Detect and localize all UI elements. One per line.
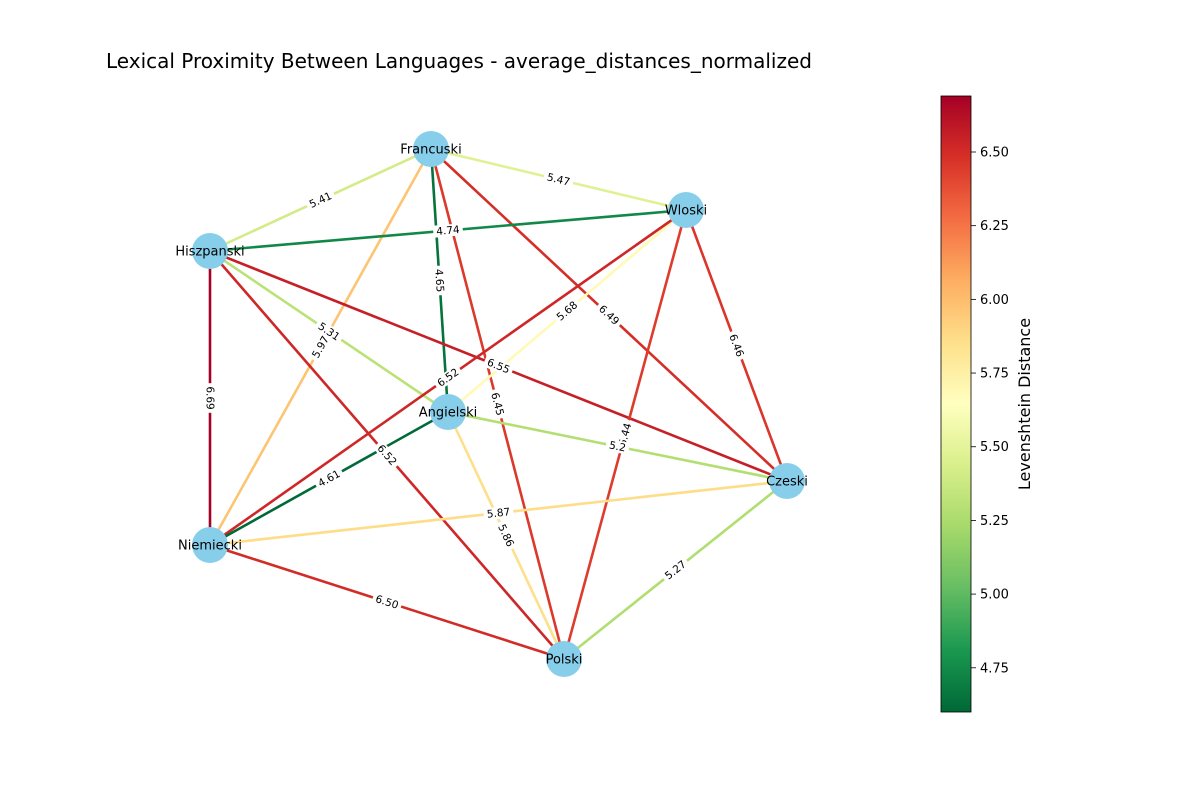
edge-label-background — [660, 556, 691, 584]
colorbar-tick-label: 6.25 — [980, 219, 1009, 234]
edge-label-background — [604, 438, 631, 455]
edge-label-background — [542, 170, 575, 189]
nodes-layer: Francuski Wloski Hiszpanski Angielski Czeski… — [175, 131, 808, 677]
edge-label-group: 5.47 — [542, 170, 575, 189]
colorbar-tick-label: 5.50 — [980, 440, 1009, 455]
node-hiszpanski — [192, 233, 228, 269]
edge-label-background — [594, 300, 624, 330]
node-label-niemiecki: Niemiecki — [178, 539, 242, 554]
edge-label-background — [725, 329, 748, 362]
edge-label-background — [482, 354, 515, 378]
edge-label-background — [551, 296, 583, 326]
node-angielski — [430, 394, 466, 430]
colorbar-gradient — [940, 95, 972, 713]
node-label-francuski: Francuski — [400, 143, 461, 158]
edge-label: 6.45 — [488, 391, 506, 417]
edge-label-background — [487, 388, 508, 420]
colorbar-tick-label: 5.00 — [980, 588, 1009, 603]
colorbar-ticks: 4.75 5.00 5.25 5.50 5.75 6.00 6.25 6.50 — [971, 146, 1009, 676]
edge-label-background — [313, 318, 345, 345]
node-czeski — [769, 463, 805, 499]
edge-label-background — [432, 265, 447, 296]
edge-label-background — [494, 519, 518, 552]
edge-label-background — [432, 364, 464, 391]
edge-label-group: 6.52 — [372, 439, 402, 471]
node-francuski — [413, 131, 449, 167]
edge-label-group: 4.74 — [432, 223, 464, 238]
edge-label-background — [204, 383, 216, 413]
edge-label: 6.46 — [726, 333, 746, 359]
node-label-czeski: Czeski — [766, 475, 808, 490]
edge-label: 5.87 — [486, 506, 511, 521]
edge-label: 6.69 — [204, 386, 216, 409]
edge-label-background — [371, 591, 403, 613]
colorbar-tick-label: 5.75 — [980, 367, 1009, 382]
edge-label-group: 6.69 — [204, 383, 216, 413]
edge-label-group: 6.49 — [594, 300, 624, 330]
edge-label-group: 5.27 — [660, 556, 691, 584]
node-label-hiszpanski: Hiszpanski — [175, 245, 244, 260]
node-label-wloski: Wloski — [665, 204, 707, 219]
edge-labels-layer: 5.415.474.655.976.456.494.745.316.696.55… — [204, 170, 748, 613]
edge-label-background — [372, 439, 402, 471]
colorbar-tick-label: 6.50 — [980, 146, 1009, 161]
node-polski — [546, 641, 582, 677]
edge-label: 5.47 — [546, 171, 572, 188]
edge-label-group: 4.65 — [432, 265, 447, 296]
edge-label: 4.65 — [432, 268, 445, 292]
edge-label-background — [483, 505, 514, 521]
edge-label: 5.41 — [308, 190, 334, 211]
node-label-angielski: Angielski — [419, 406, 478, 421]
edge-label-group: 6.50 — [371, 591, 403, 613]
node-niemiecki — [192, 527, 228, 563]
edge-label-group: 5.2 — [604, 438, 631, 455]
edge-label-background — [304, 188, 337, 212]
colorbar-tick-label: 5.25 — [980, 514, 1009, 529]
colorbar-label: Levenshtein Distance — [1015, 318, 1034, 490]
colorbar-tick-label: 4.75 — [980, 661, 1009, 676]
edge-label: 5.2 — [608, 439, 627, 454]
edge-label-background — [432, 223, 464, 238]
edge-label-group: 5.41 — [304, 188, 337, 212]
chart-title: Lexical Proximity Between Languages - av… — [106, 49, 812, 73]
colorbar-tick-label: 6.00 — [980, 293, 1009, 308]
edge-label-background — [313, 466, 345, 491]
edge-label-background — [308, 331, 333, 363]
edge-label-group: 6.52 — [432, 364, 464, 391]
node-label-polski: Polski — [546, 653, 583, 668]
edge-label-group: 6.45 — [487, 388, 508, 420]
edge-label: 5.86 — [495, 523, 516, 550]
edge-label: 6.50 — [374, 593, 400, 612]
edge-label-group: 6.46 — [725, 329, 748, 362]
edge-label: 4.74 — [436, 224, 461, 238]
edge-label-group: 5.87 — [483, 505, 514, 521]
colorbar: 4.75 5.00 5.25 5.50 5.75 6.00 6.25 6.50 Levensh… — [940, 95, 1034, 713]
node-wloski — [668, 192, 704, 228]
edge-label-group: 5.86 — [494, 519, 518, 552]
edge-label: 6.44 — [617, 421, 635, 447]
